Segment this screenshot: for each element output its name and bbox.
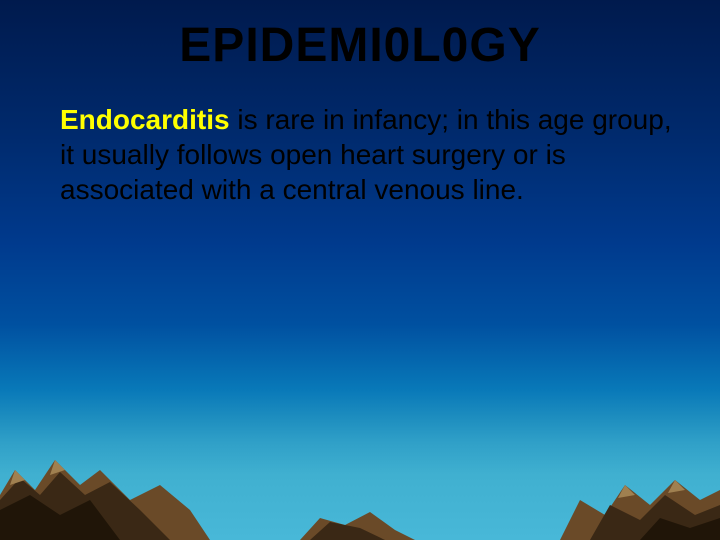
slide: EPIDEMI0L0GY Endocarditis is rare in inf… [0, 0, 720, 540]
slide-title: EPIDEMI0L0GY [0, 18, 720, 73]
slide-body: Endocarditis is rare in infancy; in this… [60, 102, 680, 207]
mountain-graphic [0, 400, 720, 540]
highlight-term: Endocarditis [60, 104, 230, 135]
